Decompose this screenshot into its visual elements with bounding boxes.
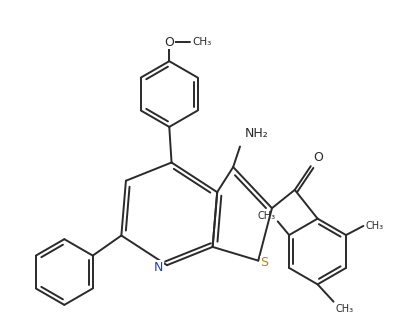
Text: CH₃: CH₃ — [258, 211, 276, 221]
Text: O: O — [313, 151, 323, 164]
Text: CH₃: CH₃ — [192, 37, 211, 47]
Text: CH₃: CH₃ — [365, 221, 383, 231]
Text: S: S — [260, 256, 269, 269]
Text: O: O — [164, 35, 174, 48]
Text: CH₃: CH₃ — [335, 304, 354, 314]
Text: N: N — [154, 261, 163, 274]
Text: NH₂: NH₂ — [245, 127, 268, 140]
